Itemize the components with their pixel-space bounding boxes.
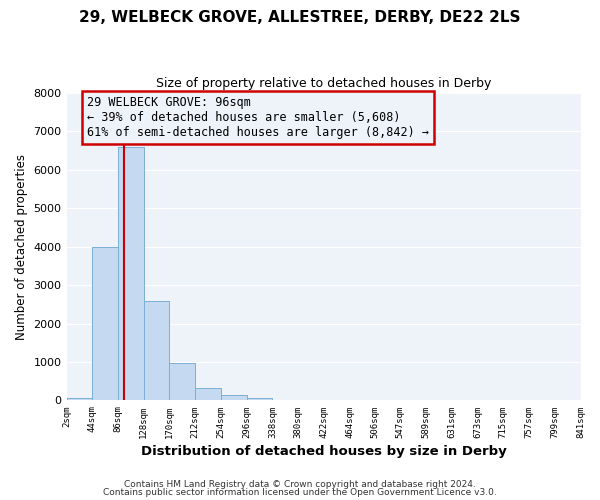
Bar [67,398,92,400]
Bar [221,396,247,400]
Y-axis label: Number of detached properties: Number of detached properties [15,154,28,340]
Bar [118,147,144,401]
Text: 29 WELBECK GROVE: 96sqm
← 39% of detached houses are smaller (5,608)
61% of semi: 29 WELBECK GROVE: 96sqm ← 39% of detache… [87,96,429,139]
Bar [92,246,118,400]
Text: Contains public sector information licensed under the Open Government Licence v3: Contains public sector information licen… [103,488,497,497]
Title: Size of property relative to detached houses in Derby: Size of property relative to detached ho… [156,78,491,90]
Text: Contains HM Land Registry data © Crown copyright and database right 2024.: Contains HM Land Registry data © Crown c… [124,480,476,489]
Bar [247,398,272,400]
X-axis label: Distribution of detached houses by size in Derby: Distribution of detached houses by size … [140,444,506,458]
Bar [144,300,169,400]
Bar [169,363,195,401]
Bar [195,388,221,400]
Text: 29, WELBECK GROVE, ALLESTREE, DERBY, DE22 2LS: 29, WELBECK GROVE, ALLESTREE, DERBY, DE2… [79,10,521,25]
